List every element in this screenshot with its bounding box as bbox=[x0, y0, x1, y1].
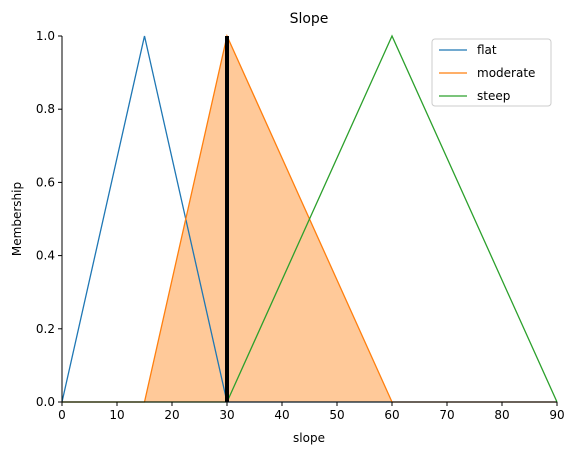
x-tick-label: 80 bbox=[494, 408, 509, 422]
x-tick-label: 60 bbox=[384, 408, 399, 422]
x-tick-label: 0 bbox=[58, 408, 66, 422]
y-tick-label: 0.6 bbox=[36, 175, 55, 189]
legend: flat moderate steep bbox=[431, 38, 552, 107]
y-tick-label: 0.4 bbox=[36, 249, 55, 263]
moderate-filled-area bbox=[144, 36, 392, 402]
x-tick-label: 20 bbox=[164, 408, 179, 422]
x-tick-label: 50 bbox=[329, 408, 344, 422]
x-tick-label: 10 bbox=[109, 408, 124, 422]
x-tick-label: 70 bbox=[439, 408, 454, 422]
x-tick-label: 90 bbox=[549, 408, 564, 422]
legend-label-moderate: moderate bbox=[477, 66, 535, 80]
y-tick-label: 0.2 bbox=[36, 322, 55, 336]
legend-label-flat: flat bbox=[477, 43, 497, 57]
y-tick-label: 0.0 bbox=[36, 395, 55, 409]
y-tick-label: 1.0 bbox=[36, 29, 55, 43]
chart-title: Slope bbox=[290, 11, 329, 27]
x-axis-label: slope bbox=[293, 431, 325, 445]
x-tick-label: 40 bbox=[274, 408, 289, 422]
y-axis-label: Membership bbox=[10, 182, 24, 256]
y-tick-label: 0.8 bbox=[36, 102, 55, 116]
x-tick-label: 30 bbox=[219, 408, 234, 422]
legend-label-steep: steep bbox=[477, 89, 510, 103]
legend-box bbox=[431, 38, 552, 107]
